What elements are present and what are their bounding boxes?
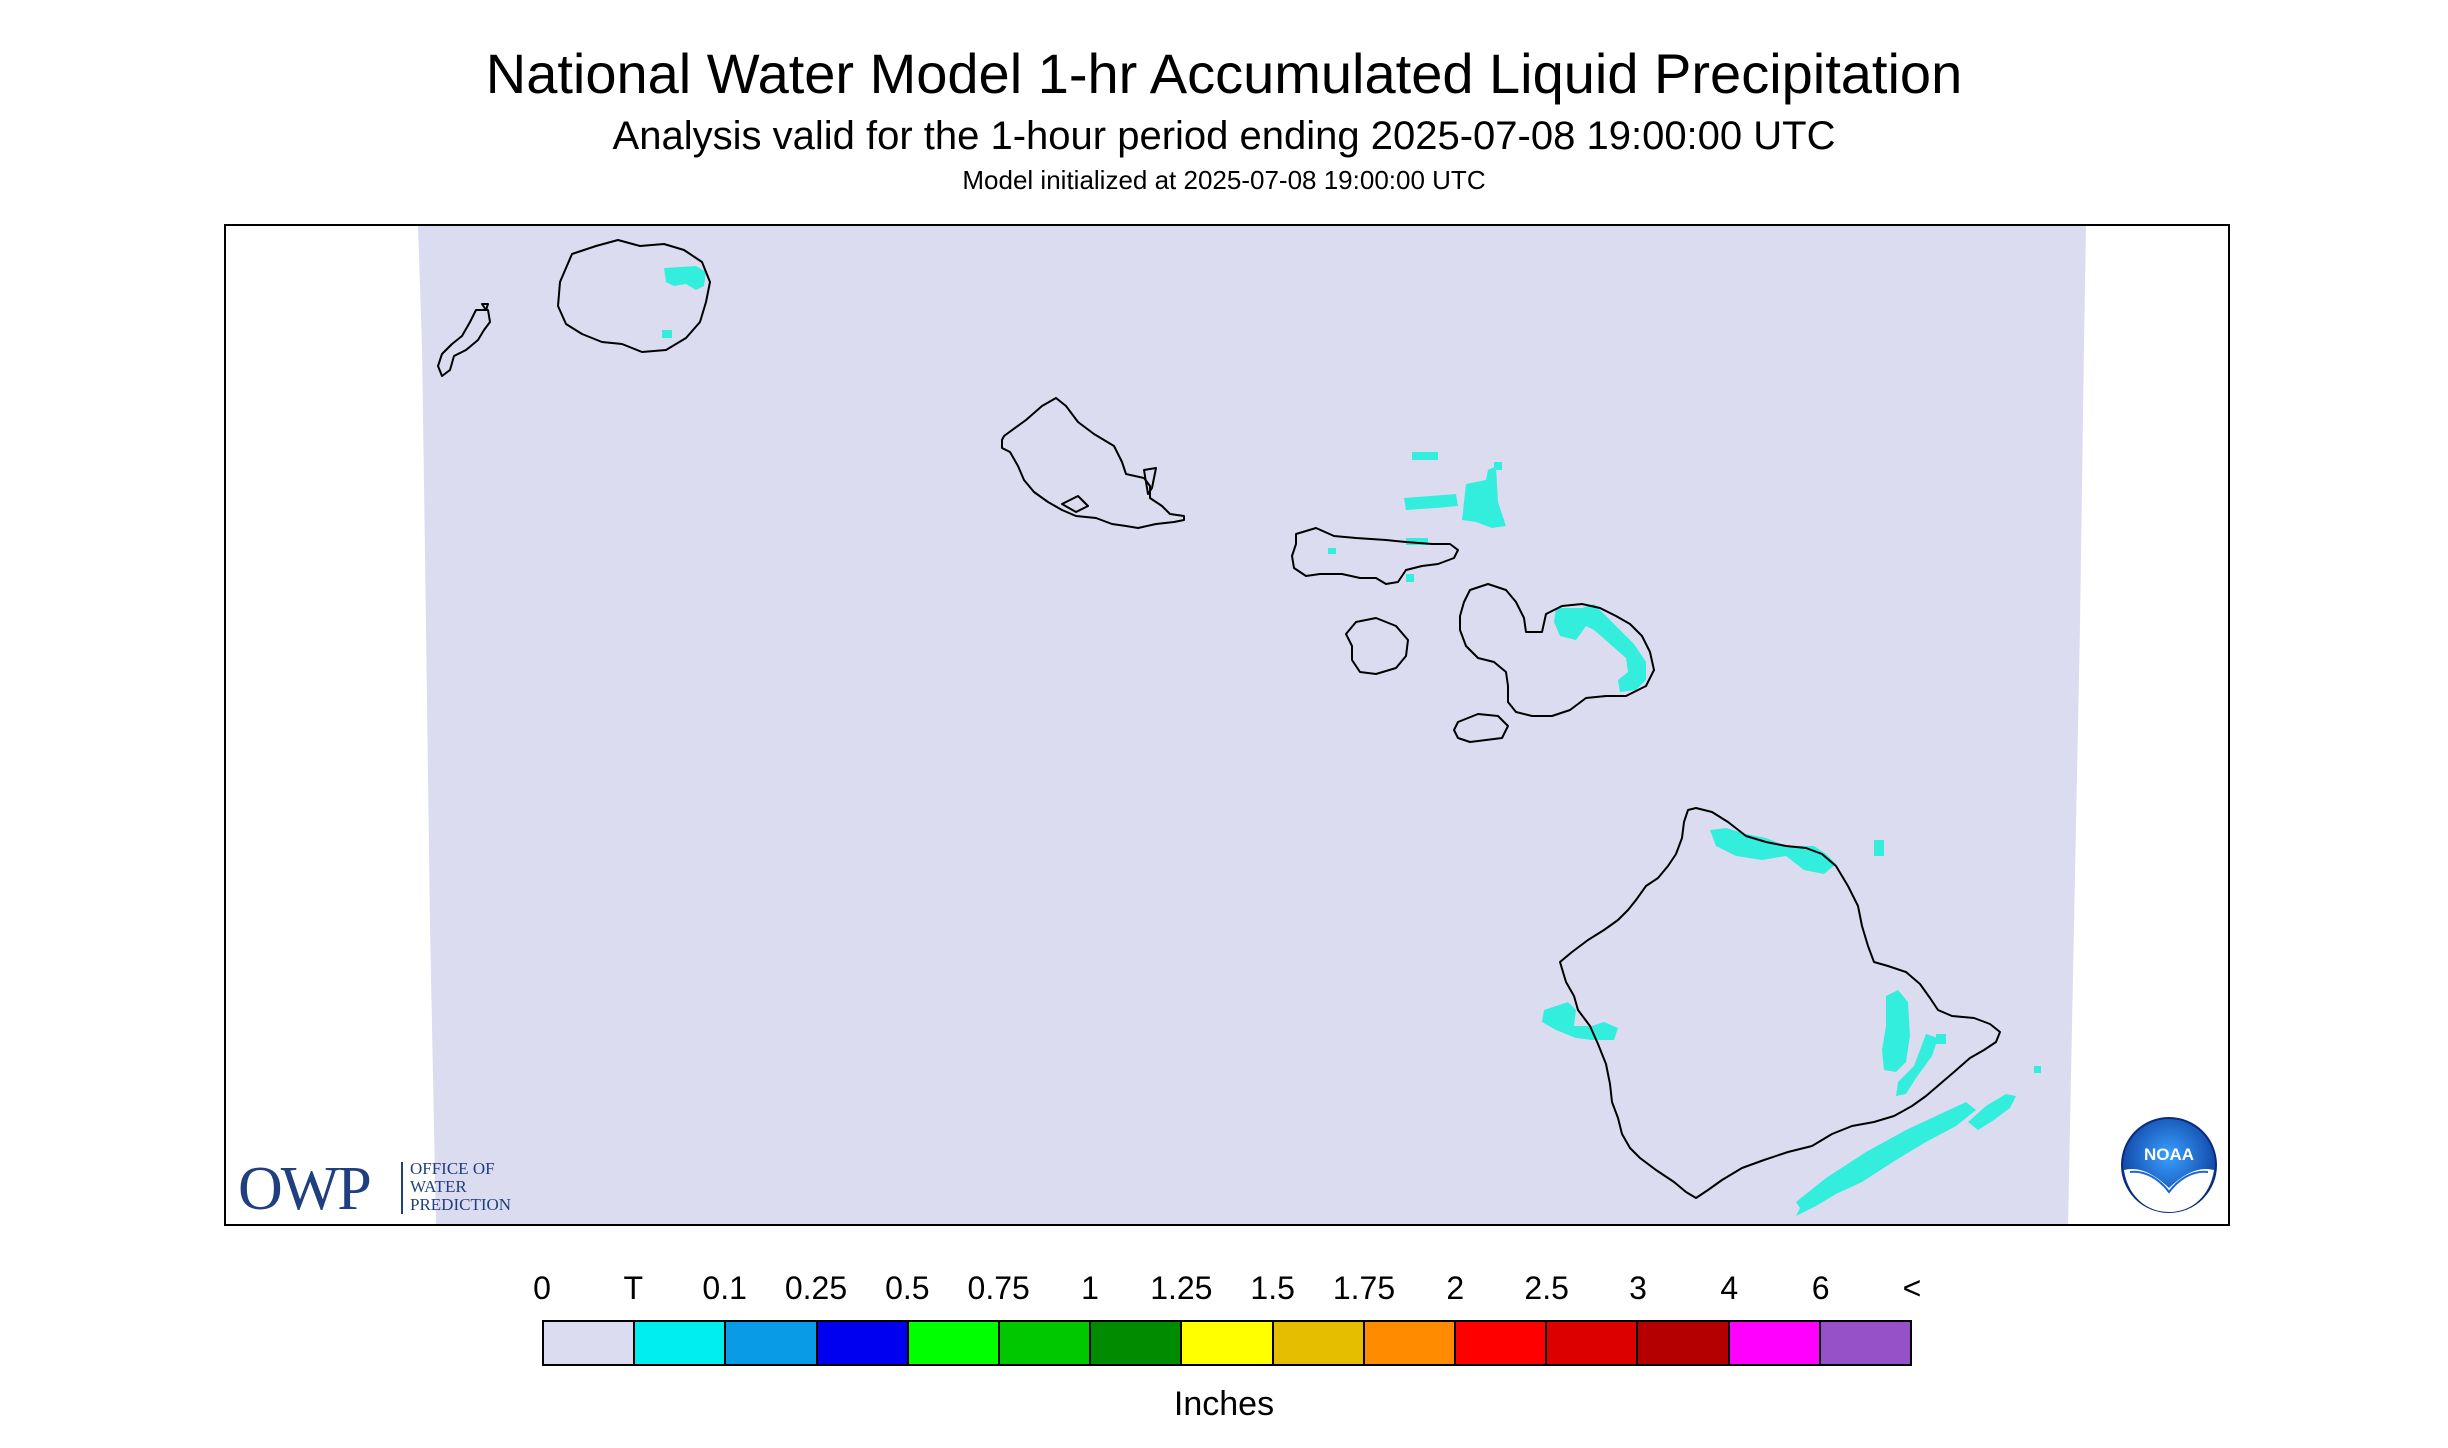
precip-area-hawaii-north-dot xyxy=(1874,840,1884,856)
legend-tick-label: 2.5 xyxy=(1524,1270,1569,1306)
legend-swatch xyxy=(908,1322,1001,1364)
legend-swatch xyxy=(1547,1322,1639,1364)
coastline-maui xyxy=(1459,583,1655,717)
precip-area-hawaii-east-dot xyxy=(1936,1034,1946,1044)
legend-tick-label: 3 xyxy=(1629,1270,1647,1306)
legend-tick-label: 0 xyxy=(533,1270,551,1306)
legend-tick-label: 0.75 xyxy=(967,1270,1030,1306)
precip-area-molokai-north-1 xyxy=(1412,452,1438,460)
legend-tick-label: 1.75 xyxy=(1332,1270,1396,1306)
model-domain xyxy=(418,226,2086,1224)
precip-area-molokai-north-4 xyxy=(1494,462,1502,470)
precip-area-hawaii-east xyxy=(1882,990,1910,1072)
precip-area-hawaii-north xyxy=(1710,828,1836,874)
legend-tick-label: 4 xyxy=(1720,1270,1739,1306)
precip-area-maui-west xyxy=(1554,608,1586,640)
precip-trace-areas xyxy=(662,266,2041,1216)
precip-area-molokai-north-2 xyxy=(1404,494,1458,510)
legend-swatch xyxy=(1273,1322,1365,1364)
legend-swatch xyxy=(817,1322,909,1364)
coastlines xyxy=(437,239,2001,1199)
legend-units: Inches xyxy=(1173,1385,1275,1423)
legend-swatch xyxy=(1182,1322,1274,1364)
legend-tick-label: 1.5 xyxy=(1250,1270,1295,1306)
precip-area-hawaii-west xyxy=(1542,1002,1618,1040)
legend-swatch xyxy=(1364,1322,1457,1364)
valid-period-subtitle: Analysis valid for the 1-hour period end… xyxy=(612,114,1836,158)
precipitation-map xyxy=(224,224,2230,1226)
legend-swatch xyxy=(1638,1322,1730,1364)
legend-tick-label: 0.1 xyxy=(702,1270,747,1306)
coastline-oahu xyxy=(1001,397,1185,529)
precip-area-hawaii-south-band xyxy=(1796,1102,1976,1216)
precip-area-molokai-south xyxy=(1406,574,1414,582)
legend-tick-label: 0.5 xyxy=(885,1270,930,1306)
precip-area-molokai-dot xyxy=(1328,548,1336,554)
noaa-logo-text: NOAA xyxy=(2144,1145,2194,1164)
precip-area-offshore-dot xyxy=(2034,1066,2041,1073)
precip-color-legend xyxy=(542,1320,1912,1366)
legend-tick-label: < xyxy=(1902,1270,1922,1306)
legend-swatch xyxy=(1000,1322,1092,1364)
page-title: National Water Model 1-hr Accumulated Li… xyxy=(485,42,1963,105)
owp-logo-text: OWP xyxy=(238,1155,372,1223)
coastline-hawaii xyxy=(1559,807,2001,1199)
precip-area-molokai-north-3 xyxy=(1462,466,1506,528)
legend-swatch xyxy=(726,1322,818,1364)
owp-logo-divider xyxy=(401,1162,403,1214)
legend-swatch xyxy=(1820,1322,1911,1364)
precip-area-maui-east xyxy=(1582,604,1646,692)
precip-area-hawaii-southeast xyxy=(1896,1034,1938,1096)
map-canvas xyxy=(418,226,2086,1224)
legend-swatch xyxy=(1091,1322,1183,1364)
legend-tick-label: 1 xyxy=(1081,1270,1099,1306)
model-init-text: Model initialized at 2025-07-08 19:00:00… xyxy=(962,165,1486,195)
legend-swatch xyxy=(1456,1322,1548,1364)
noaa-logo: NOAA xyxy=(2121,1117,2217,1213)
legend-swatch xyxy=(544,1322,636,1364)
precip-area-kauai-south xyxy=(662,330,672,338)
coastline-niihau xyxy=(437,303,491,377)
precip-area-kauai-north xyxy=(664,266,706,290)
precip-area-molokai-east xyxy=(1406,538,1428,545)
legend-tick-label: T xyxy=(623,1270,644,1306)
legend-swatch xyxy=(635,1322,727,1364)
coastline-kahoolawe xyxy=(1453,713,1509,743)
legend-tick-label: 6 xyxy=(1811,1270,1830,1306)
coastline-kauai xyxy=(557,239,711,353)
legend-swatch xyxy=(1729,1322,1821,1364)
owp-logo-line1: OFFICE OF xyxy=(410,1159,495,1178)
owp-logo-subtext: OFFICE OF WATER PREDICTION xyxy=(410,1160,511,1214)
coastline-lanai xyxy=(1345,617,1409,675)
legend-tick-label: 2 xyxy=(1446,1270,1465,1306)
owp-logo: OWP OFFICE OF WATER PREDICTION xyxy=(238,1155,598,1223)
legend-tick-label: 1.25 xyxy=(1150,1270,1213,1306)
precip-area-offshore-band xyxy=(1968,1094,2016,1130)
owp-logo-line2: WATER xyxy=(410,1177,467,1196)
owp-logo-line3: PREDICTION xyxy=(410,1195,512,1214)
legend-tick-label: 0.25 xyxy=(784,1270,848,1306)
coastline-molokai xyxy=(1291,527,1459,585)
